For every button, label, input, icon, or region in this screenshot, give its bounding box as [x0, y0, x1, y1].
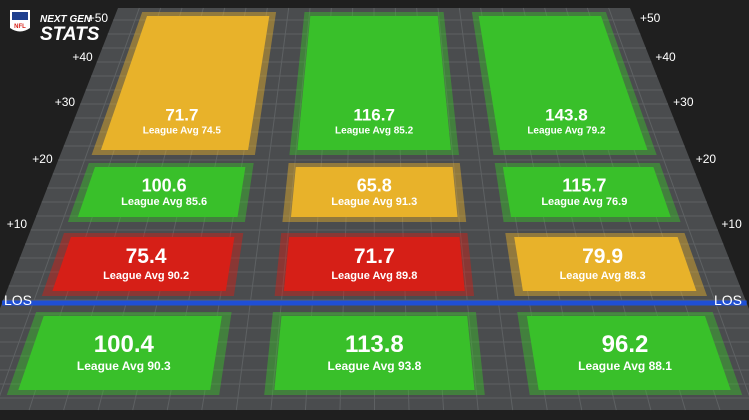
zone-value: 96.2 — [602, 331, 649, 358]
tick-label-left: +20 — [32, 152, 53, 166]
zone-fill — [274, 316, 475, 390]
zone-value: 100.6 — [142, 175, 187, 195]
grid-line-vertical — [0, 7, 140, 397]
tick-label-left: +50 — [88, 11, 109, 25]
zone-fill — [18, 316, 222, 390]
zone-value: 71.7 — [354, 245, 395, 268]
grid-line-vertical — [437, 7, 479, 411]
los-label-left: LOS — [4, 292, 32, 308]
zone-league-avg: League Avg 76.9 — [541, 196, 627, 208]
zone-fill — [100, 16, 270, 150]
zone-league-avg: League Avg 74.5 — [143, 125, 222, 136]
zone-cell-r2-c1: 71.7 League Avg 89.8 — [274, 233, 475, 296]
tick-label-left: +30 — [55, 95, 76, 109]
grid-line-vertical — [235, 7, 290, 411]
los-label-right: LOS — [714, 292, 742, 308]
zone-league-avg: League Avg 93.8 — [328, 359, 422, 373]
zone-fill — [52, 237, 235, 291]
zone-league-avg: League Avg 88.3 — [560, 270, 646, 282]
zone-fill — [77, 167, 246, 217]
nfl-badge-text: NFL — [14, 24, 26, 30]
logo-line1: NEXT GEN — [40, 14, 92, 25]
zone-league-avg: League Avg 89.8 — [331, 270, 417, 282]
zone-cell-r2-c0: 75.4 League Avg 90.2 — [41, 233, 244, 296]
nfl-shield-top-icon — [12, 12, 28, 20]
zone-league-avg: League Avg 88.1 — [578, 359, 672, 373]
next-gen-stats-logo: NFL NEXT GEN STATS — [10, 10, 100, 45]
tick-label-right: +40 — [655, 50, 676, 64]
zone-value: 79.9 — [582, 245, 623, 268]
tick-label-right: +20 — [696, 152, 717, 166]
zone-value: 75.4 — [126, 245, 167, 268]
yard-tick-labels: +10 +10 +20 +20 +30 +30 +40 +40 +50 +50 LOS LOS — [4, 11, 742, 308]
grid-line-vertical — [608, 7, 749, 397]
zone-fill — [514, 237, 697, 291]
zone-value: 100.4 — [94, 331, 155, 358]
zone-fill — [526, 316, 731, 390]
zone-cell-r2-c2: 79.9 League Avg 88.3 — [505, 233, 707, 296]
zone-fill — [502, 167, 671, 217]
tick-label-left: +10 — [7, 217, 28, 231]
zone-fill — [291, 167, 458, 217]
logo-line2: STATS — [40, 24, 100, 45]
zone-league-avg: League Avg 90.3 — [77, 359, 171, 373]
zone-league-avg: League Avg 91.3 — [331, 196, 417, 208]
zone-value: 116.7 — [353, 106, 395, 125]
zone-fill — [297, 16, 451, 150]
zone-league-avg: League Avg 85.2 — [335, 125, 414, 136]
zone-fill — [478, 16, 648, 150]
zone-league-avg: League Avg 85.6 — [121, 196, 207, 208]
zone-value: 65.8 — [357, 175, 392, 195]
tick-label-right: +10 — [721, 217, 742, 231]
tick-label-left: +40 — [72, 50, 93, 64]
zone-value: 71.7 — [165, 106, 198, 125]
zone-value: 113.8 — [345, 331, 404, 358]
zone-value: 143.8 — [545, 106, 588, 125]
zone-league-avg: League Avg 90.2 — [103, 270, 189, 282]
zone-fill — [283, 237, 465, 291]
zone-league-avg: League Avg 79.2 — [527, 125, 606, 136]
grid-line-vertical — [458, 7, 514, 411]
tick-label-right: +50 — [640, 11, 661, 25]
zone-value: 115.7 — [562, 175, 606, 195]
tick-label-right: +30 — [673, 95, 694, 109]
grid-line-vertical — [270, 7, 311, 411]
